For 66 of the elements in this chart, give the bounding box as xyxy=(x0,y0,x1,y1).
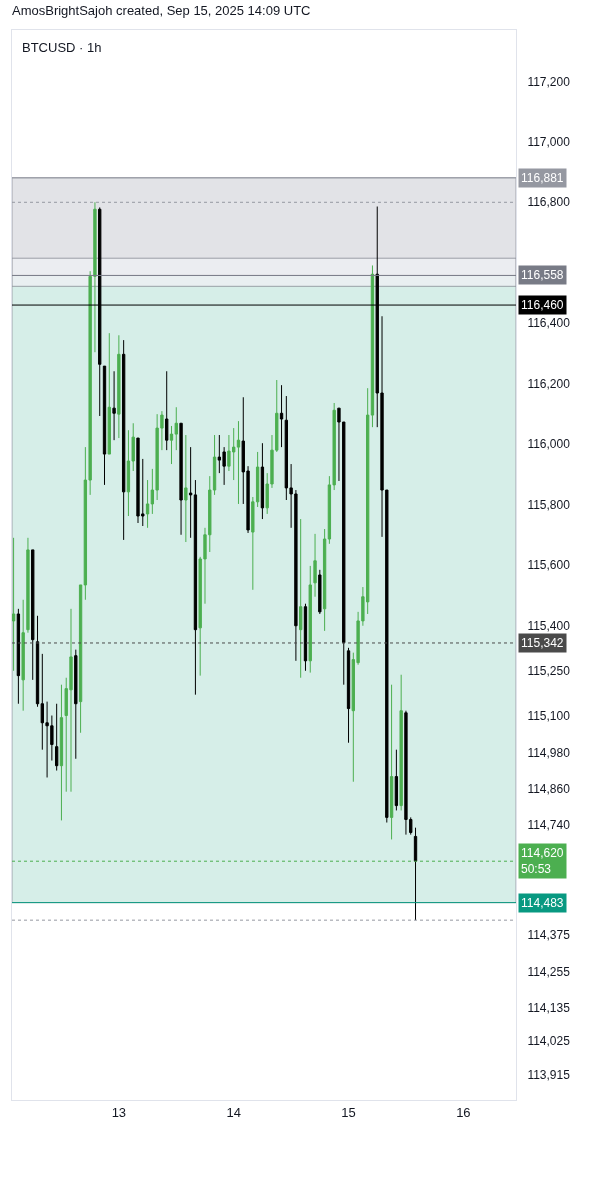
candlestick xyxy=(308,565,312,674)
candlestick xyxy=(299,518,303,679)
y-tick-label: 114,740 xyxy=(527,818,571,833)
candlestick xyxy=(322,528,327,632)
ref-line-label: 115,342 xyxy=(521,636,564,650)
candlestick xyxy=(389,684,394,840)
candlestick xyxy=(74,649,78,760)
y-tick-label: 116,200 xyxy=(527,376,571,391)
candlestick xyxy=(279,384,284,448)
candlestick xyxy=(303,603,308,672)
candlestick xyxy=(102,365,107,486)
candlestick xyxy=(318,569,322,615)
text: BTCUSD · 1h xyxy=(22,40,102,55)
candlestick xyxy=(145,479,150,529)
ref-line-label: 116,460 xyxy=(521,298,564,312)
y-tick-label: 114,375 xyxy=(527,928,571,943)
candlestick xyxy=(413,827,418,921)
y-tick-label: 117,000 xyxy=(527,135,571,150)
candlestick xyxy=(21,599,25,712)
y-tick-label: 114,255 xyxy=(527,964,571,979)
x-tick-label: 13 xyxy=(111,1104,127,1120)
candlestick xyxy=(26,537,30,634)
y-tick-label: 115,800 xyxy=(527,497,571,512)
y-tick-label: 114,135 xyxy=(527,1001,571,1016)
candlestick xyxy=(399,674,403,811)
candlestick xyxy=(117,334,121,439)
y-tick-label: 115,250 xyxy=(527,663,571,678)
candlestick xyxy=(54,703,59,772)
candlestick xyxy=(188,446,193,539)
candlestick xyxy=(16,608,21,705)
candlestick xyxy=(78,584,83,734)
candlestick xyxy=(346,647,351,744)
ref-line-label: 114,620 50:53 xyxy=(521,846,564,876)
candlestick xyxy=(165,370,169,451)
candlestick xyxy=(31,549,35,681)
candlestick xyxy=(107,332,111,455)
candlestick xyxy=(121,339,126,541)
y-tick-label: 115,100 xyxy=(527,709,571,724)
ref-line-label: 116,558 xyxy=(521,268,564,282)
candlestick xyxy=(394,749,399,811)
y-tick-label: 114,980 xyxy=(527,745,571,760)
candlestick xyxy=(179,422,183,536)
ref-line-label: 116,881 xyxy=(521,171,564,185)
candlestick xyxy=(370,264,375,428)
candlestick xyxy=(112,370,116,441)
x-tick-label: 14 xyxy=(226,1104,241,1120)
candlestick xyxy=(236,420,241,505)
y-tick-label: 114,860 xyxy=(527,781,571,796)
candlestick xyxy=(313,533,317,598)
ref-line-label: 114,483 xyxy=(521,896,564,910)
candlestick xyxy=(12,537,16,672)
y-tick-label: 116,400 xyxy=(527,316,571,331)
x-tick-label: 16 xyxy=(456,1104,471,1120)
x-tick-label: 15 xyxy=(341,1104,356,1120)
y-tick-label: 115,400 xyxy=(527,618,571,633)
text: AmosBrightSajoh created, Sep 15, 2025 14:09 UTC xyxy=(12,3,311,18)
candlestick xyxy=(193,479,198,696)
candlestick xyxy=(59,684,64,821)
y-tick-label: 115,600 xyxy=(527,558,571,573)
y-tick-label: 114,025 xyxy=(527,1034,571,1049)
y-tick-label: 116,000 xyxy=(527,437,571,452)
candlestick xyxy=(260,442,265,520)
y-tick-label: 117,200 xyxy=(527,74,571,89)
y-tick-label: 113,915 xyxy=(527,1067,571,1082)
y-tick-label: 116,800 xyxy=(527,195,571,210)
candlestick xyxy=(184,434,188,543)
